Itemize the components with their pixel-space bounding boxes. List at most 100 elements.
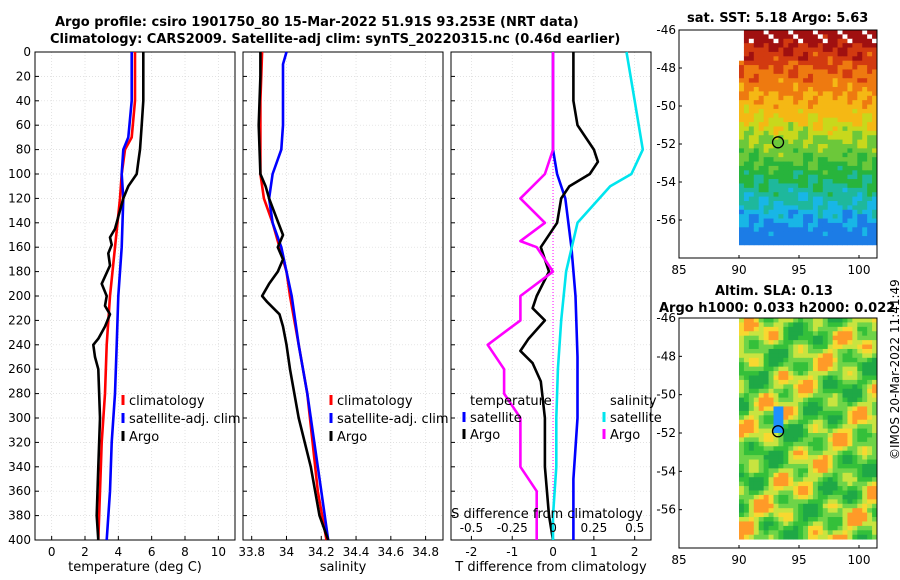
map-cell: [783, 222, 789, 228]
map-cell: [867, 353, 873, 359]
map-cell: [812, 477, 819, 483]
map-cell: [837, 126, 843, 132]
map-cell: [793, 534, 799, 540]
map-cell: [827, 415, 834, 421]
map-cell: [798, 481, 804, 487]
x-axis-label: temperature (deg C): [68, 560, 202, 575]
map-cell: [739, 209, 745, 215]
map-cell: [753, 344, 760, 350]
map-cell: [832, 344, 838, 350]
map-cell: [788, 424, 794, 429]
map-cell: [793, 477, 799, 483]
map-cell: [808, 231, 814, 237]
map-cell: [827, 468, 834, 474]
map-cell: [803, 503, 809, 509]
map-cell: [808, 424, 814, 429]
map-cell: [758, 534, 765, 540]
map-cell: [862, 87, 868, 92]
map-cell: [763, 51, 769, 57]
map-cell: [872, 65, 878, 70]
map-cell: [852, 56, 858, 62]
map-cell: [758, 113, 765, 119]
map-cell: [812, 104, 819, 110]
map-cell: [739, 375, 745, 381]
map-cell: [822, 348, 829, 354]
map-cell: [847, 69, 853, 75]
map-cell: [812, 148, 819, 154]
map-cell: [822, 486, 829, 491]
map-cell: [808, 214, 814, 219]
map-cell: [842, 388, 848, 394]
map-cell: [842, 521, 848, 527]
map-cell: [817, 402, 824, 407]
map-cell: [808, 47, 814, 53]
map-cell: [793, 227, 799, 233]
map-cell: [847, 371, 853, 376]
map-cell: [852, 165, 858, 171]
map-cell: [832, 100, 838, 105]
map-cell: [763, 419, 769, 425]
map-cell: [739, 402, 745, 407]
map-cell: [778, 174, 784, 180]
map-cell: [817, 521, 824, 527]
map-cell: [773, 384, 779, 390]
map-cell: [872, 384, 878, 390]
x-tick-label: 2: [631, 545, 639, 559]
map-cell: [808, 331, 814, 337]
map-cell: [763, 161, 769, 167]
map-cell: [778, 450, 784, 456]
map-cell: [857, 348, 863, 354]
map-cell: [847, 433, 853, 438]
map-cell: [827, 240, 834, 246]
map-cell: [812, 78, 819, 84]
map-cell: [832, 477, 838, 483]
map-cell: [837, 104, 843, 110]
map-cell: [832, 379, 838, 385]
map-cell: [803, 113, 809, 119]
map-cell: [763, 231, 769, 237]
map-cell: [739, 481, 745, 487]
map-cell: [832, 144, 838, 149]
map-cell: [862, 375, 868, 381]
map-cell: [793, 187, 799, 193]
map-cell: [842, 30, 848, 35]
map-cell: [832, 51, 838, 57]
map-cell: [862, 446, 868, 452]
map-cell: [857, 331, 863, 337]
map-cell: [778, 148, 784, 154]
map-cell: [808, 393, 814, 399]
map-cell: [748, 481, 755, 487]
map-cell: [763, 218, 769, 224]
map-cell: [847, 187, 853, 193]
map-cell: [788, 218, 794, 224]
map-cell: [748, 56, 755, 62]
map-cell: [857, 450, 863, 456]
map-cell: [783, 87, 789, 92]
map-cell: [778, 100, 784, 105]
map-cell: [817, 192, 824, 198]
map-cell: [867, 326, 873, 332]
map-cell: [803, 463, 809, 469]
map-cell: [857, 196, 863, 202]
map-cell: [872, 525, 878, 531]
map-cell: [768, 227, 774, 233]
map-cell: [788, 335, 794, 341]
map-cell: [822, 433, 829, 438]
map-cell: [842, 530, 848, 536]
map-cell: [867, 91, 873, 97]
map-cell: [862, 222, 868, 228]
map-cell: [758, 459, 765, 465]
map-cell: [768, 490, 774, 496]
map-cell: [857, 183, 863, 189]
map-cell: [739, 69, 745, 75]
map-cell: [852, 340, 858, 345]
y-tick-label: 200: [8, 289, 31, 303]
map-cell: [743, 441, 750, 447]
map-cell: [827, 362, 834, 368]
map-cell: [847, 60, 853, 66]
map-cell: [827, 463, 834, 469]
map-cell: [773, 357, 779, 363]
legend-label: Argo: [610, 428, 640, 443]
map-cell: [788, 375, 794, 381]
map-cell: [778, 231, 784, 237]
